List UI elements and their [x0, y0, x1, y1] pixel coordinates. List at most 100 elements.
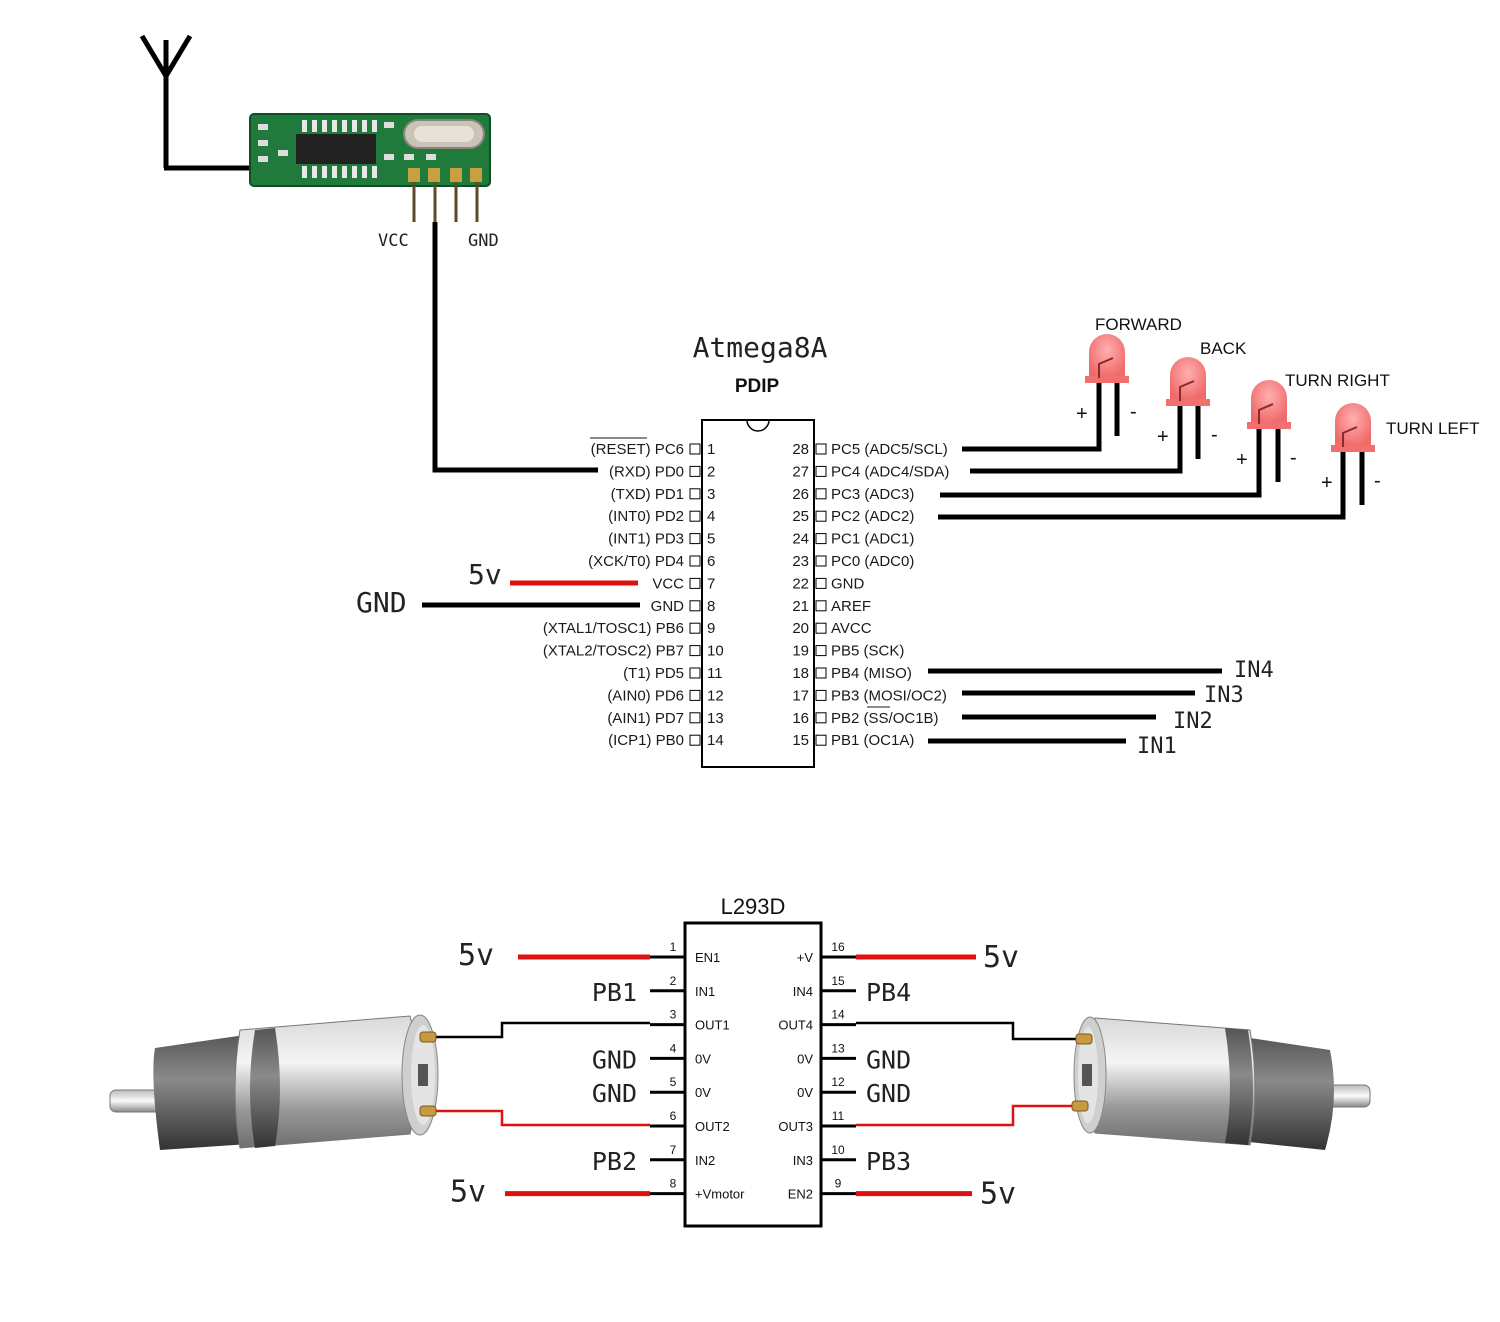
atmega-pin-9: (XTAL1/TOSC1) PB6 9	[543, 620, 716, 637]
l293d-pin-3: 3 OUT1	[650, 1008, 730, 1033]
atmega-pin-number: 27	[792, 463, 809, 480]
atmega-pin-19: 19 PB5 (SCK)	[792, 643, 904, 660]
atmega-gnd-label: GND	[356, 586, 407, 619]
led-turn-right	[1247, 380, 1291, 482]
atmega-pin-number: 5	[707, 531, 715, 548]
led-turn-left-minus: -	[1374, 470, 1381, 492]
l293d-pin-number: 14	[831, 1008, 845, 1022]
receiver-gnd-label: GND	[468, 231, 499, 251]
label-in1: IN1	[1137, 734, 1177, 759]
l293d-pin-number: 3	[670, 1008, 677, 1022]
atmega-5v-label: 5v	[468, 558, 502, 591]
atmega-pin-number: 18	[792, 665, 809, 682]
l293d-pin-label: 0V	[695, 1051, 711, 1066]
atmega-pin-number: 13	[707, 710, 724, 727]
atmega-chip	[701, 419, 815, 768]
antenna	[139, 34, 250, 171]
atmega-pin-21: 21 AREF	[792, 598, 871, 615]
atmega-pin-number: 28	[792, 441, 809, 458]
atmega-pin-25: 25 PC2 (ADC2)	[792, 508, 914, 525]
atmega-pin-5: (INT1) PD3 5	[608, 531, 715, 548]
rf-receiver-module	[249, 113, 491, 222]
l293d-pin-number: 6	[670, 1109, 677, 1123]
atmega-pin-number: 17	[792, 687, 809, 704]
atmega-pin-label: (ICP1) PB0	[608, 732, 684, 749]
atmega-pin-label: AREF	[831, 598, 871, 615]
wire-out1-motor-left	[436, 1021, 650, 1039]
data-wire	[432, 222, 598, 473]
l293d-ext-label: GND	[592, 1045, 637, 1074]
atmega-pin-number: 15	[792, 732, 809, 749]
l293d-pin-14: 14 OUT4	[778, 1008, 856, 1033]
atmega-pin-16: 16 PB2 (SS/OC1B)	[792, 710, 938, 727]
l293d-left-pins: 1 EN1 5v 2 IN1 PB1 3 OUT1 4 0V GND 5 0V GND 6 OUT2 7 IN2 P…	[450, 938, 745, 1210]
l293d-pin-label: +V	[797, 950, 814, 965]
atmega-title: Atmega8A	[693, 331, 828, 364]
atmega-right-pins: 28 PC5 (ADC5/SCL) 27 PC4 (ADC4/SDA) 26 PC3 (A…	[792, 441, 949, 749]
atmega-pin-label: (RESET) PC6	[591, 441, 684, 458]
atmega-pin-number: 22	[792, 575, 809, 592]
label-in3: IN3	[1204, 683, 1244, 708]
l293d-pin-8: 8 +Vmotor 5v	[450, 1175, 745, 1210]
l293d-pin-number: 9	[835, 1177, 842, 1191]
atmega-pin-label: (AIN1) PD7	[607, 710, 684, 727]
wire-led-left	[938, 451, 1346, 520]
l293d-pin-label: 0V	[797, 1085, 813, 1100]
l293d-ext-label: PB1	[592, 978, 637, 1007]
atmega-pin-number: 7	[707, 575, 715, 592]
l293d-pin-5: 5 0V GND	[592, 1075, 711, 1108]
wire-out4-motor-right	[856, 1021, 1082, 1041]
atmega-pin-label: PB5 (SCK)	[831, 643, 904, 660]
led-back-plus: +	[1157, 426, 1169, 448]
atmega-pin-number: 1	[707, 441, 715, 458]
l293d-pin-number: 11	[832, 1109, 845, 1123]
l293d-pin-12: 12 0V GND	[797, 1075, 911, 1108]
atmega-pin-3: (TXD) PD1 3	[611, 486, 716, 503]
atmega-pin-13: (AIN1) PD7 13	[607, 710, 723, 727]
atmega-pin-28: 28 PC5 (ADC5/SCL)	[792, 441, 947, 458]
l293d-pin-label: IN3	[793, 1153, 813, 1168]
atmega-pin-number: 11	[707, 665, 723, 682]
l293d-pin-9: 9 EN2 5v	[788, 1177, 1016, 1212]
atmega-pin-number: 10	[707, 643, 724, 660]
atmega-pin-label: PC2 (ADC2)	[831, 508, 914, 525]
l293d-pin-11: 11 OUT3	[778, 1109, 856, 1134]
l293d-title: L293D	[721, 894, 786, 919]
atmega-pin-6: (XCK/T0) PD4 6	[588, 553, 715, 570]
led-forward	[1085, 334, 1129, 436]
atmega-pin-27: 27 PC4 (ADC4/SDA)	[792, 463, 949, 480]
led-turn-right-plus: +	[1236, 449, 1248, 471]
atmega-pin-label: PC0 (ADC0)	[831, 553, 914, 570]
atmega-pin-18: 18 PB4 (MISO)	[792, 665, 912, 682]
led-turn-left-plus: +	[1321, 472, 1333, 494]
atmega-pin-number: 20	[792, 620, 809, 637]
atmega-pin-number: 24	[792, 531, 809, 548]
l293d-pin-label: +Vmotor	[695, 1187, 745, 1202]
atmega-pin-label: VCC	[652, 575, 684, 592]
l293d-pin-label: OUT4	[778, 1018, 813, 1033]
l293d-pin-label: IN2	[695, 1153, 715, 1168]
atmega-pin-11: (T1) PD5 11	[623, 665, 722, 682]
l293d-ext-label: PB2	[592, 1147, 637, 1176]
atmega-pin-number: 23	[792, 553, 809, 570]
l293d-pin-6: 6 OUT2	[650, 1109, 730, 1134]
l293d-pin-13: 13 0V GND	[797, 1041, 911, 1074]
atmega-pin-23: 23 PC0 (ADC0)	[792, 553, 914, 570]
receiver-vcc-label: VCC	[378, 231, 409, 251]
led-turn-left	[1331, 403, 1375, 505]
l293d-ext-label: GND	[866, 1045, 911, 1074]
atmega-pin-label: (TXD) PD1	[611, 486, 684, 503]
l293d-pin-label: IN4	[793, 984, 813, 999]
l293d-ext-label: PB3	[866, 1147, 911, 1176]
l293d-pin-label: 0V	[797, 1051, 813, 1066]
l293d-right-pins: 16 +V 5v 15 IN4 PB4 14 OUT4 13 0V GND 12 0V GND 11 OUT3…	[778, 940, 1019, 1212]
atmega-package: PDIP	[735, 376, 780, 397]
atmega-pin-10: (XTAL2/TOSC2) PB7 10	[543, 643, 724, 660]
l293d-ext-label: 5v	[458, 938, 494, 973]
atmega-pin-number: 3	[707, 486, 715, 503]
wire-led-forward	[962, 382, 1102, 452]
dc-motor-right	[1071, 1016, 1371, 1150]
atmega-pin-number: 19	[792, 643, 809, 660]
l293d-pin-number: 4	[670, 1041, 677, 1055]
